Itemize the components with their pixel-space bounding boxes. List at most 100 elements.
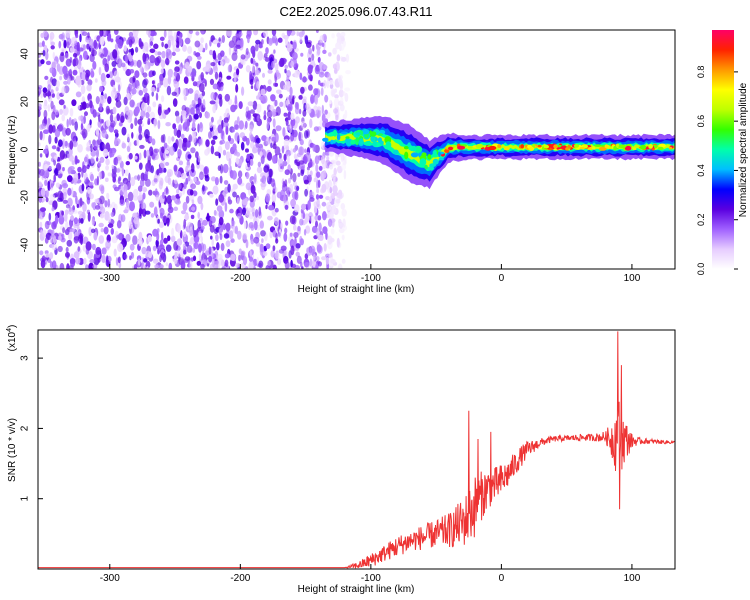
noise-speckle [178, 160, 184, 166]
noise-speckle [99, 213, 105, 219]
noise-speckle [267, 151, 273, 161]
noise-speckle [210, 92, 216, 101]
noise-speckle [328, 52, 332, 57]
noise-speckle [201, 225, 205, 230]
noise-speckle [315, 108, 322, 118]
heatmap-y-tick-label-4: 40 [20, 48, 31, 60]
noise-speckle [171, 51, 176, 57]
noise-speckle [283, 84, 288, 91]
signal-blob [372, 140, 377, 147]
signal-blob [355, 132, 361, 136]
signal-blob [632, 147, 637, 151]
signal-blob [438, 157, 444, 161]
noise-speckle [65, 30, 71, 38]
noise-speckle [221, 35, 225, 43]
noise-speckle [274, 207, 279, 213]
signal-blob [497, 144, 502, 148]
noise-speckle [51, 243, 58, 251]
noise-speckle [82, 202, 87, 212]
noise-speckle [97, 257, 101, 263]
noise-speckle [98, 235, 105, 244]
noise-speckle [316, 244, 322, 253]
noise-speckle [89, 259, 95, 264]
noise-speckle [112, 49, 118, 59]
noise-speckle [44, 144, 49, 155]
noise-speckle [54, 192, 59, 198]
noise-speckle [81, 183, 85, 192]
noise-speckle [176, 188, 180, 194]
noise-speckle [228, 40, 235, 48]
noise-speckle [231, 52, 238, 62]
noise-speckle [40, 212, 43, 218]
noise-speckle [158, 180, 163, 190]
noise-speckle [241, 60, 246, 66]
noise-speckle [321, 201, 327, 207]
noise-speckle [49, 32, 55, 40]
signal-blob [448, 146, 454, 151]
noise-speckle [275, 69, 280, 78]
noise-speckle [192, 133, 197, 144]
noise-speckle [54, 128, 61, 138]
snr-x-tick-label-3: 0 [499, 573, 505, 584]
noise-speckle [178, 36, 183, 47]
noise-speckle [299, 218, 304, 226]
noise-speckle [38, 195, 43, 203]
noise-speckle [286, 30, 291, 37]
noise-speckle [72, 140, 78, 148]
noise-speckle [252, 100, 258, 111]
noise-speckle [279, 222, 283, 230]
noise-speckle [111, 91, 118, 99]
signal-blob [598, 146, 607, 151]
noise-speckle [295, 116, 300, 124]
noise-speckle [204, 111, 210, 119]
noise-speckle [151, 80, 155, 85]
signal-blob [543, 144, 549, 149]
noise-speckle [298, 131, 302, 142]
noise-speckle [138, 162, 143, 170]
noise-speckle [245, 65, 251, 73]
noise-speckle [274, 146, 281, 156]
noise-speckle [173, 70, 178, 77]
noise-speckle [342, 218, 346, 228]
noise-speckle [149, 36, 154, 42]
noise-speckle [39, 221, 43, 229]
noise-speckle [184, 37, 191, 45]
noise-speckle [128, 220, 133, 230]
noise-speckle [287, 154, 290, 165]
noise-speckle [217, 52, 222, 61]
noise-speckle [233, 43, 238, 52]
noise-speckle [224, 253, 230, 259]
noise-speckle [329, 186, 333, 194]
noise-speckle [168, 262, 173, 269]
noise-speckle [60, 51, 64, 57]
noise-speckle [46, 220, 52, 226]
noise-speckle [200, 30, 205, 35]
heatmap-x-tick-label-4: 100 [624, 273, 641, 284]
noise-speckle [101, 129, 108, 138]
noise-speckle [189, 240, 194, 245]
noise-speckle [304, 188, 308, 197]
noise-speckle [129, 255, 132, 261]
noise-speckle [218, 152, 221, 159]
signal-blob [668, 146, 673, 150]
noise-speckle [215, 97, 219, 105]
noise-speckle [166, 85, 172, 96]
noise-speckle [320, 155, 325, 165]
noise-speckle [208, 131, 212, 139]
noise-speckle [312, 44, 315, 52]
noise-speckle [239, 37, 244, 48]
noise-speckle [130, 176, 136, 187]
noise-speckle [276, 89, 282, 95]
noise-speckle [270, 179, 276, 187]
noise-speckle [51, 260, 57, 269]
noise-speckle [301, 266, 304, 269]
snr-panel: -300 -200 -100 0 100 1 2 3 Height of straight … [6, 325, 676, 595]
noise-speckle [51, 221, 57, 230]
noise-speckle [256, 115, 260, 122]
noise-speckle [217, 124, 223, 134]
noise-speckle [218, 37, 221, 42]
noise-speckle [172, 123, 177, 130]
noise-speckle [126, 39, 129, 45]
noise-speckle [71, 99, 77, 107]
noise-speckle [295, 63, 299, 68]
